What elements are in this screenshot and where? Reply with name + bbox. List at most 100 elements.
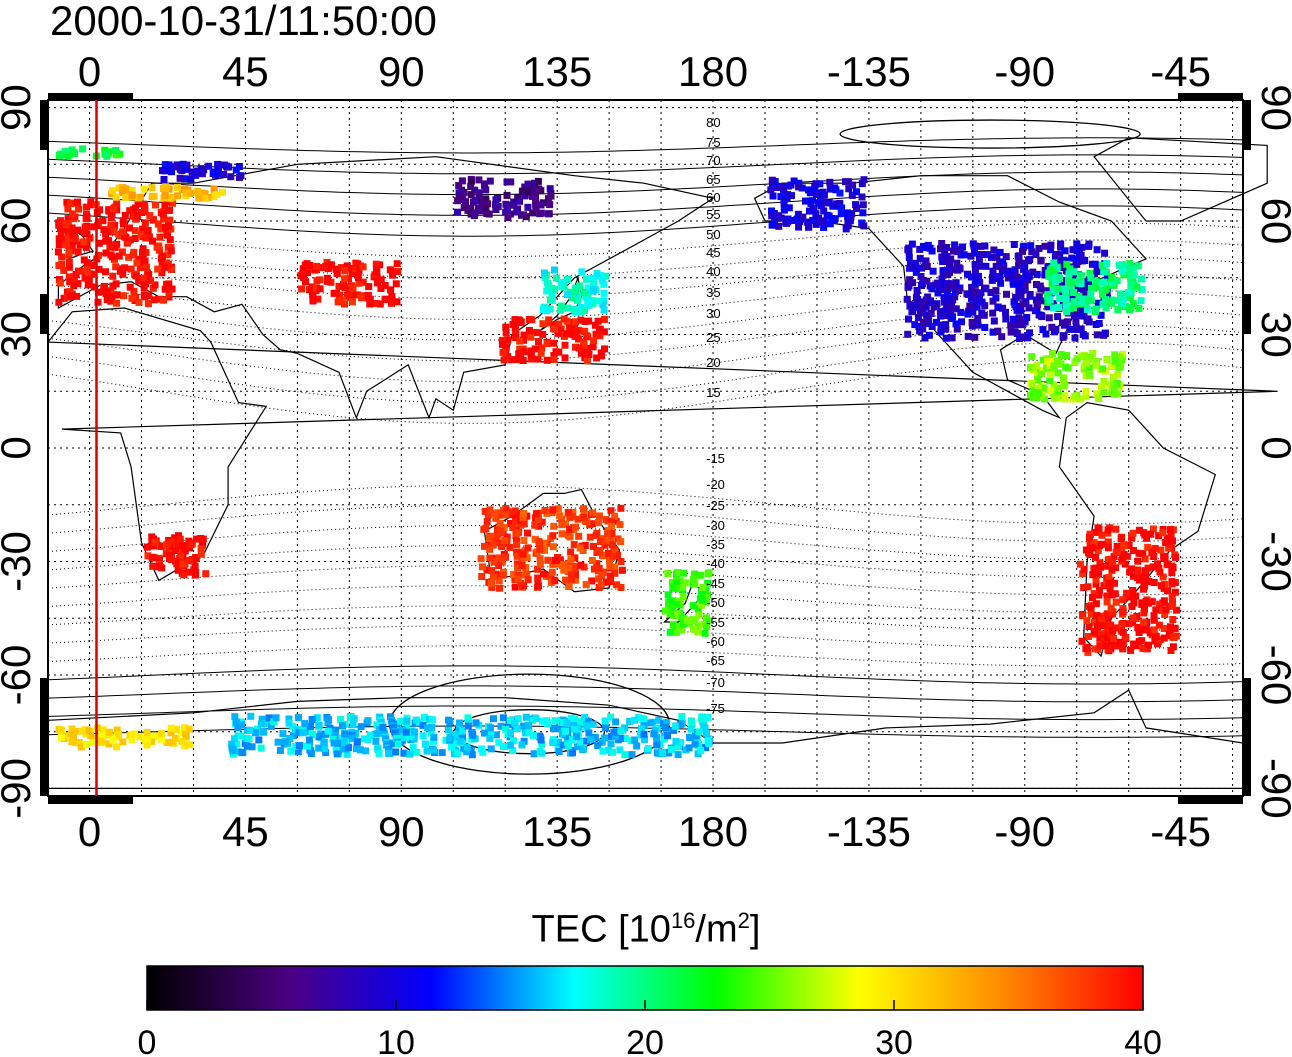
tec-cell	[110, 227, 118, 235]
tec-cell	[353, 738, 361, 746]
tec-cell	[912, 293, 920, 301]
tec-cell	[626, 717, 634, 725]
tec-cell	[94, 218, 102, 226]
tec-cell	[580, 745, 588, 753]
tec-cell	[182, 189, 190, 197]
tec-cell	[1010, 241, 1018, 248]
tec-cell	[492, 731, 500, 739]
tec-cell	[1071, 358, 1079, 366]
tec-cell	[794, 215, 802, 223]
tec-cell	[161, 201, 169, 209]
tec-cell	[554, 505, 562, 513]
lat-tick-left: 30	[0, 311, 39, 358]
lon-tick-bottom: 180	[678, 808, 748, 855]
tec-cell	[167, 724, 175, 732]
tec-cell	[584, 284, 592, 292]
tec-cell	[813, 190, 820, 198]
tec-cell	[1072, 317, 1080, 325]
tec-cell	[815, 214, 823, 222]
tec-cell	[912, 268, 920, 276]
tec-cell	[312, 284, 320, 292]
coastline	[47, 689, 1244, 789]
tec-cell	[1002, 253, 1010, 261]
contour-line	[47, 685, 1244, 703]
tec-cell	[1016, 280, 1023, 287]
tec-cell	[74, 198, 81, 206]
contour-line	[47, 645, 1244, 667]
tec-cell	[73, 292, 81, 300]
tec-cell	[647, 719, 655, 727]
tec-cell	[1068, 254, 1076, 262]
tec-cell	[472, 719, 480, 727]
tec-cell	[154, 265, 162, 273]
tec-cell	[306, 727, 314, 735]
tec-cell	[1073, 247, 1081, 255]
tec-cell	[148, 193, 156, 201]
tec-cell	[1094, 524, 1102, 532]
tec-cell	[529, 732, 537, 740]
tec-cell	[1071, 311, 1078, 319]
tec-cell	[1076, 276, 1084, 284]
tec-cell	[912, 259, 920, 267]
tec-cell	[355, 267, 363, 274]
tec-cell	[341, 730, 349, 738]
tec-cell	[916, 245, 924, 253]
lat-tick-left: -60	[0, 645, 39, 706]
tec-cell	[600, 316, 608, 323]
tec-cell	[64, 152, 72, 160]
tec-cell	[1063, 260, 1071, 268]
tec-cell	[1157, 546, 1165, 554]
tec-cell	[513, 552, 521, 560]
tec-cell	[137, 231, 145, 239]
tec-cell	[333, 269, 341, 277]
tec-cell	[602, 516, 610, 524]
tec-cell	[152, 201, 159, 209]
tec-cell	[974, 315, 982, 322]
tec-cell	[971, 267, 979, 275]
tec-cell	[585, 351, 593, 358]
tec-cell	[229, 747, 237, 755]
tec-cell	[1108, 279, 1116, 287]
tec-cell	[550, 352, 558, 359]
tec-cell	[95, 239, 103, 247]
tec-cell	[1117, 290, 1124, 298]
tec-cell	[448, 743, 455, 751]
tec-cell	[580, 505, 587, 513]
tec-cell	[348, 270, 356, 278]
tec-cell	[608, 518, 615, 526]
tec-cell	[916, 327, 924, 335]
tec-cell	[1094, 547, 1102, 555]
tec-cell	[325, 716, 332, 724]
tec-cell	[967, 252, 975, 260]
tec-cell	[1100, 268, 1108, 275]
tec-cell	[703, 614, 710, 622]
tec-cell	[393, 298, 401, 306]
tec-cell	[145, 271, 152, 279]
tec-cell	[109, 187, 117, 195]
tec-cell	[617, 504, 625, 512]
tec-cell	[1050, 268, 1058, 276]
tec-cell	[1115, 297, 1123, 305]
tec-cell	[136, 193, 144, 201]
tec-cell	[356, 746, 364, 754]
tec-cell	[1093, 612, 1101, 620]
tec-cell	[158, 269, 166, 277]
tec-cell	[501, 537, 509, 545]
tec-cell	[1024, 334, 1032, 342]
tec-cell	[197, 550, 205, 558]
tec-cell	[1099, 365, 1107, 373]
tec-cell	[390, 724, 398, 732]
tec-cell	[397, 717, 405, 725]
tec-cell	[444, 726, 452, 734]
tec-cell	[519, 550, 527, 558]
tec-cell	[486, 724, 494, 732]
tec-cell	[575, 344, 583, 352]
tec-cell	[1100, 636, 1108, 644]
tec-cell	[502, 355, 510, 362]
tec-cell	[676, 601, 684, 609]
tec-cell	[508, 356, 516, 364]
tec-cell	[564, 291, 572, 299]
tec-cell	[136, 733, 144, 741]
tec-cell	[1169, 616, 1177, 623]
lon-tick-bottom: -45	[1150, 808, 1211, 855]
